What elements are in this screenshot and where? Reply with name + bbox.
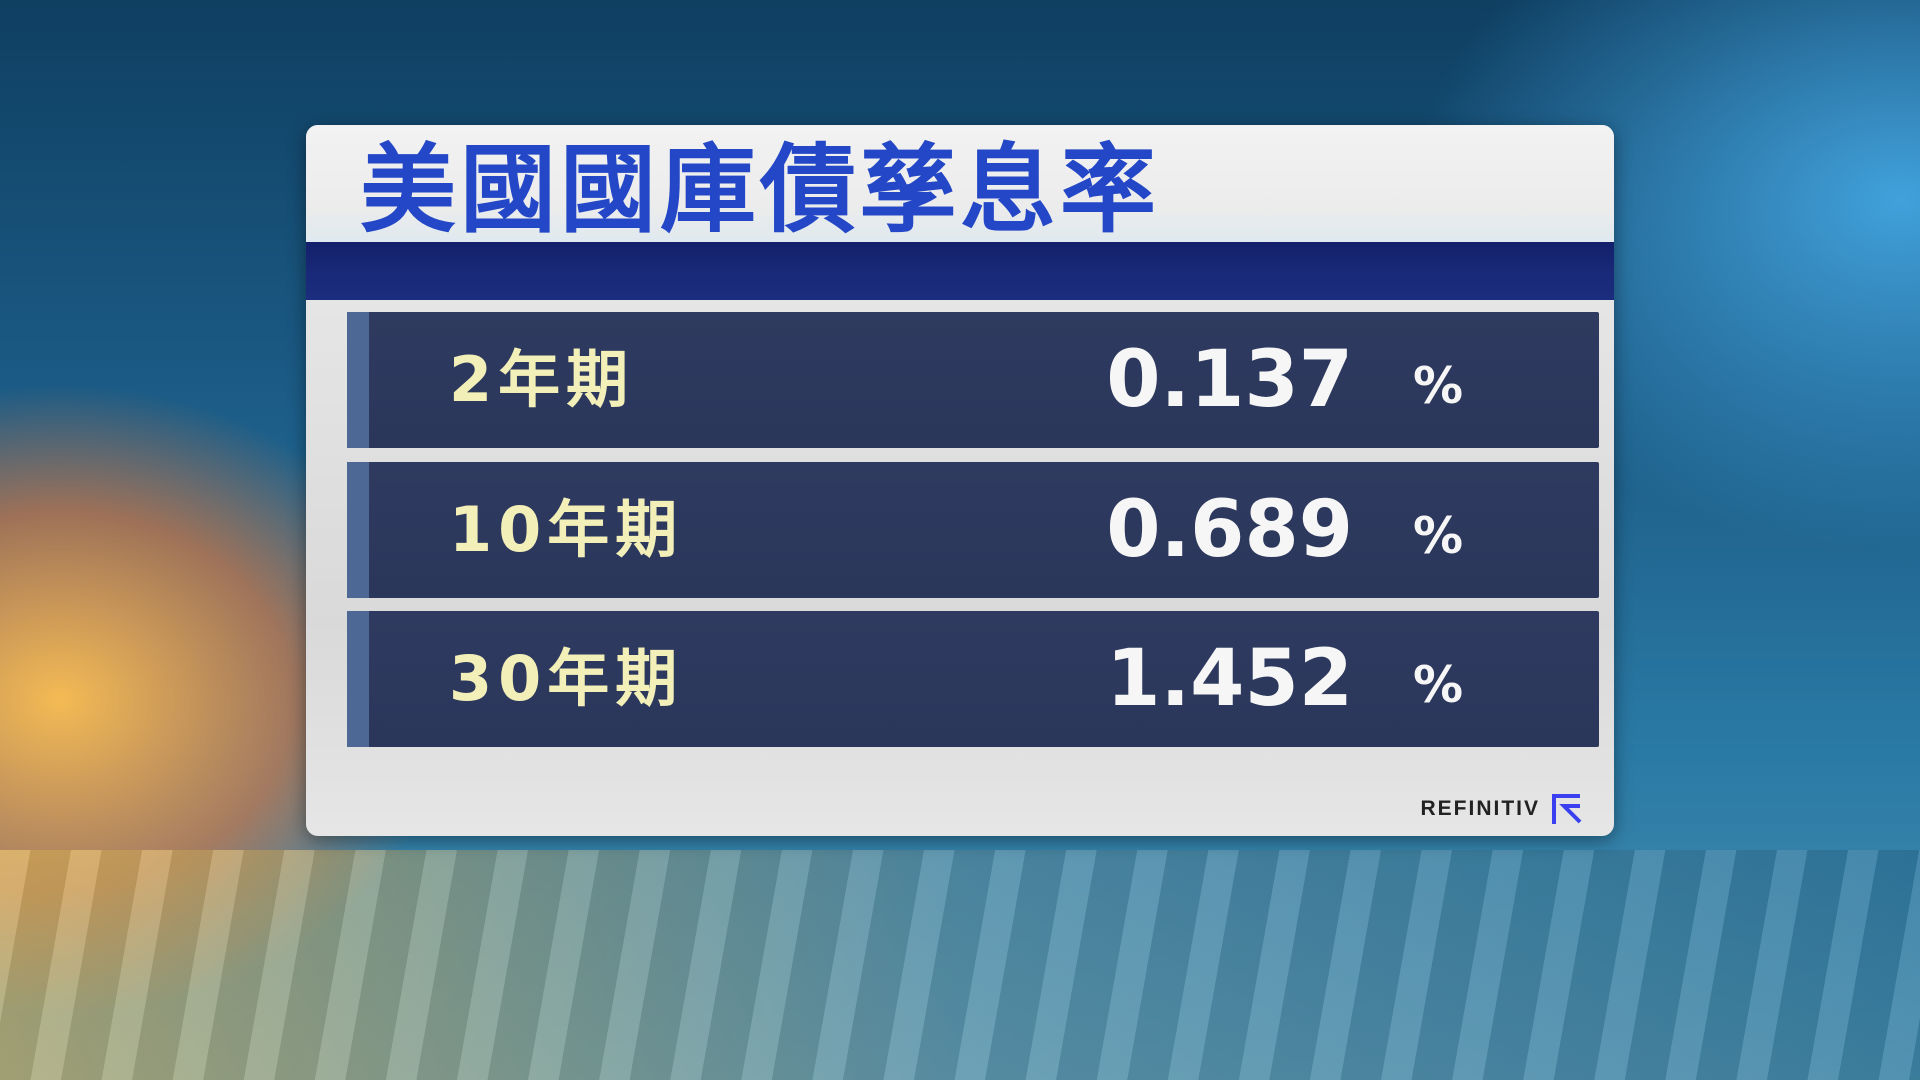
source-logo: REFINITIV: [1420, 792, 1584, 826]
term-label: 2年期: [449, 343, 635, 416]
yield-value: 0.689: [1106, 485, 1353, 575]
bond-yield-panel: 美國國庫債孳息率 2年期 0.137 % 10年期 0.689 % 30年期 1…: [306, 125, 1614, 836]
title-band: [306, 242, 1614, 300]
background-floor: [0, 850, 1920, 1080]
percent-unit: %: [1413, 507, 1464, 565]
row-accent: [347, 312, 369, 448]
row-accent: [347, 462, 369, 598]
panel-title: 美國國庫債孳息率: [360, 134, 1160, 246]
yield-value: 0.137: [1106, 335, 1353, 425]
yield-row: 2年期 0.137 %: [347, 312, 1599, 448]
title-area: 美國國庫債孳息率: [306, 125, 1614, 246]
yield-row: 30年期 1.452 %: [347, 611, 1599, 747]
term-label: 10年期: [449, 493, 684, 566]
yield-value: 1.452: [1106, 634, 1353, 724]
refinitiv-wordmark: REFINITIV: [1420, 797, 1540, 820]
term-label: 30年期: [449, 642, 684, 715]
percent-unit: %: [1413, 357, 1464, 415]
percent-unit: %: [1413, 656, 1464, 714]
refinitiv-r-icon: [1552, 794, 1582, 824]
yield-row: 10年期 0.689 %: [347, 462, 1599, 598]
row-accent: [347, 611, 369, 747]
